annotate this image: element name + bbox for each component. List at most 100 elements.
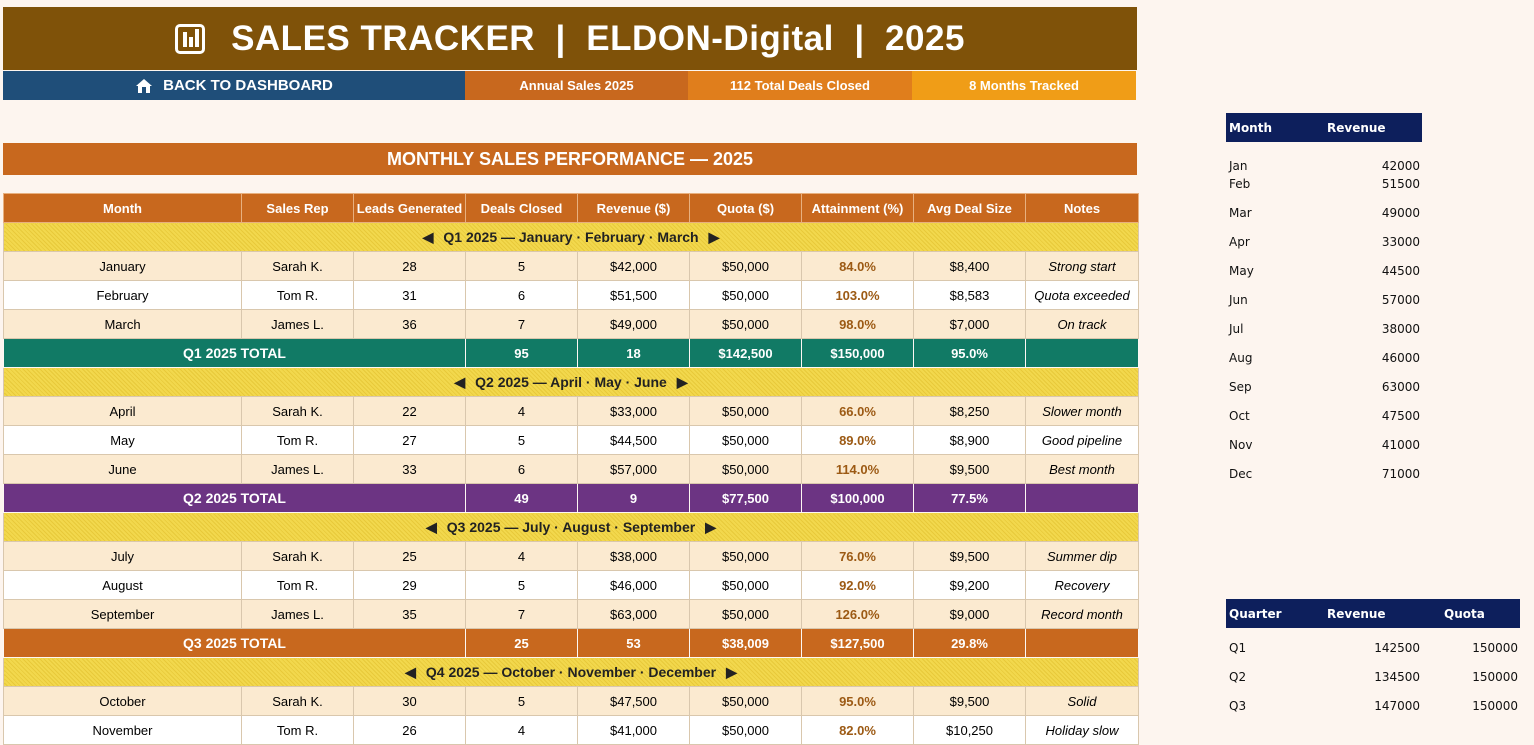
revenue-cell[interactable]: 47500: [1381, 409, 1420, 423]
table-cell[interactable]: May: [3, 425, 242, 455]
table-cell[interactable]: Good pipeline: [1025, 425, 1139, 455]
total-cell[interactable]: 77.5%: [913, 483, 1026, 513]
table-cell[interactable]: $7,000: [913, 309, 1026, 339]
table-cell[interactable]: $47,500: [577, 686, 690, 716]
table-cell[interactable]: Sarah K.: [241, 251, 354, 281]
table-cell[interactable]: $8,250: [913, 396, 1026, 426]
revenue-cell[interactable]: 134500: [1374, 670, 1420, 684]
table-cell[interactable]: 26: [353, 715, 466, 745]
total-cell[interactable]: $100,000: [801, 483, 914, 513]
table-cell[interactable]: $10,250: [913, 715, 1026, 745]
table-cell[interactable]: Sarah K.: [241, 541, 354, 571]
table-cell[interactable]: $63,000: [577, 599, 690, 629]
table-cell[interactable]: $8,900: [913, 425, 1026, 455]
table-cell[interactable]: $38,000: [577, 541, 690, 571]
table-cell[interactable]: Solid: [1025, 686, 1139, 716]
table-cell[interactable]: Strong start: [1025, 251, 1139, 281]
table-cell[interactable]: $51,500: [577, 280, 690, 310]
table-cell[interactable]: $50,000: [689, 280, 802, 310]
table-cell[interactable]: 5: [465, 425, 578, 455]
month-cell[interactable]: Oct: [1229, 409, 1250, 423]
total-cell[interactable]: [1025, 338, 1139, 368]
table-cell[interactable]: 98.0%: [801, 309, 914, 339]
col-header[interactable]: Revenue ($): [577, 193, 690, 223]
col-header[interactable]: Deals Closed: [465, 193, 578, 223]
total-cell[interactable]: 25: [465, 628, 578, 658]
month-cell[interactable]: Feb: [1229, 177, 1251, 191]
table-cell[interactable]: 35: [353, 599, 466, 629]
table-cell[interactable]: Sarah K.: [241, 396, 354, 426]
table-cell[interactable]: 25: [353, 541, 466, 571]
table-cell[interactable]: $50,000: [689, 570, 802, 600]
revenue-cell[interactable]: 44500: [1381, 264, 1420, 278]
table-cell[interactable]: 4: [465, 715, 578, 745]
back-to-dashboard-button[interactable]: BACK TO DASHBOARD: [3, 71, 465, 100]
table-cell[interactable]: $50,000: [689, 251, 802, 281]
table-cell[interactable]: 76.0%: [801, 541, 914, 571]
month-cell[interactable]: Sep: [1229, 380, 1252, 394]
col-header[interactable]: Avg Deal Size: [913, 193, 1026, 223]
total-cell[interactable]: [1025, 628, 1139, 658]
table-cell[interactable]: Best month: [1025, 454, 1139, 484]
col-header[interactable]: Attainment (%): [801, 193, 914, 223]
table-cell[interactable]: Tom R.: [241, 425, 354, 455]
table-cell[interactable]: $50,000: [689, 425, 802, 455]
total-cell[interactable]: $142,500: [689, 338, 802, 368]
month-cell[interactable]: Nov: [1229, 438, 1253, 452]
total-cell[interactable]: 53: [577, 628, 690, 658]
col-header[interactable]: Month: [3, 193, 242, 223]
month-cell[interactable]: Jun: [1229, 293, 1248, 307]
month-cell[interactable]: Jul: [1229, 322, 1244, 336]
col-header[interactable]: Notes: [1025, 193, 1139, 223]
table-cell[interactable]: 5: [465, 251, 578, 281]
revenue-cell[interactable]: 49000: [1381, 206, 1420, 220]
total-cell[interactable]: 95.0%: [913, 338, 1026, 368]
col-header[interactable]: Leads Generated: [353, 193, 466, 223]
table-cell[interactable]: 126.0%: [801, 599, 914, 629]
revenue-cell[interactable]: 142500: [1374, 641, 1420, 655]
col-header[interactable]: Revenue: [1327, 120, 1386, 135]
table-cell[interactable]: September: [3, 599, 242, 629]
table-cell[interactable]: 5: [465, 570, 578, 600]
table-cell[interactable]: April: [3, 396, 242, 426]
month-cell[interactable]: Aug: [1229, 351, 1253, 365]
table-cell[interactable]: 31: [353, 280, 466, 310]
table-cell[interactable]: Holiday slow: [1025, 715, 1139, 745]
revenue-cell[interactable]: 51500: [1381, 177, 1420, 191]
quarter-total-label[interactable]: Q3 2025 TOTAL: [3, 628, 466, 658]
month-cell[interactable]: Apr: [1229, 235, 1250, 249]
table-cell[interactable]: Quota exceeded: [1025, 280, 1139, 310]
table-cell[interactable]: $50,000: [689, 599, 802, 629]
table-cell[interactable]: $9,500: [913, 686, 1026, 716]
table-cell[interactable]: 30: [353, 686, 466, 716]
table-cell[interactable]: 28: [353, 251, 466, 281]
col-header[interactable]: Revenue: [1327, 606, 1386, 621]
table-cell[interactable]: 22: [353, 396, 466, 426]
month-cell[interactable]: Dec: [1229, 467, 1253, 481]
table-cell[interactable]: $50,000: [689, 541, 802, 571]
table-cell[interactable]: October: [3, 686, 242, 716]
table-cell[interactable]: Tom R.: [241, 715, 354, 745]
table-cell[interactable]: August: [3, 570, 242, 600]
table-cell[interactable]: $57,000: [577, 454, 690, 484]
quarter-cell[interactable]: Q3: [1229, 699, 1247, 713]
table-cell[interactable]: July: [3, 541, 242, 571]
month-cell[interactable]: Mar: [1229, 206, 1252, 220]
table-cell[interactable]: March: [3, 309, 242, 339]
table-cell[interactable]: $46,000: [577, 570, 690, 600]
table-cell[interactable]: February: [3, 280, 242, 310]
table-cell[interactable]: Recovery: [1025, 570, 1139, 600]
table-cell[interactable]: 82.0%: [801, 715, 914, 745]
quarter-cell[interactable]: Q2: [1229, 670, 1247, 684]
revenue-cell[interactable]: 57000: [1381, 293, 1420, 307]
quarter-cell[interactable]: Q1: [1229, 641, 1247, 655]
table-cell[interactable]: 84.0%: [801, 251, 914, 281]
month-cell[interactable]: Jan: [1229, 159, 1248, 173]
table-cell[interactable]: Sarah K.: [241, 686, 354, 716]
table-cell[interactable]: $50,000: [689, 686, 802, 716]
table-cell[interactable]: 92.0%: [801, 570, 914, 600]
table-cell[interactable]: 4: [465, 541, 578, 571]
table-cell[interactable]: $50,000: [689, 309, 802, 339]
table-cell[interactable]: $33,000: [577, 396, 690, 426]
total-cell[interactable]: 49: [465, 483, 578, 513]
